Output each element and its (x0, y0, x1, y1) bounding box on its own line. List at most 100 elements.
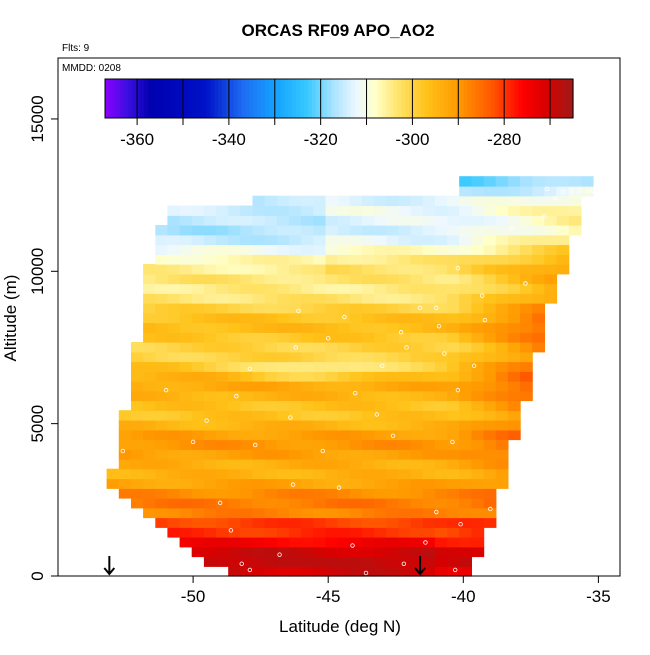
heatmap-cell (447, 293, 460, 304)
heatmap-cell (179, 468, 193, 480)
heatmap-cell (386, 234, 400, 246)
sample-point (277, 552, 282, 557)
heatmap-cell (301, 332, 314, 343)
heatmap-cell (131, 488, 144, 499)
heatmap-cell (471, 303, 485, 314)
heatmap-cell (495, 244, 509, 255)
heatmap-cell (495, 468, 509, 480)
heatmap-cell (495, 293, 509, 304)
heatmap-cell (495, 420, 509, 431)
heatmap-cell (483, 351, 497, 363)
heatmap-cell (252, 468, 266, 480)
heatmap-cell (301, 410, 314, 421)
heatmap-cell (386, 420, 400, 431)
heatmap-cell (131, 361, 144, 372)
colorbar-swatch (467, 79, 473, 118)
heatmap-cell (325, 283, 339, 294)
heatmap-cell (301, 517, 314, 528)
heatmap-cell (447, 507, 460, 519)
heatmap-cell (544, 254, 558, 265)
heatmap-cell (520, 390, 533, 402)
heatmap-cell (398, 527, 412, 538)
heatmap-cell (143, 439, 156, 450)
colorbar-swatch (342, 79, 348, 118)
heatmap-cell (325, 195, 339, 207)
heatmap-cell (264, 517, 278, 528)
heatmap-cell (252, 332, 266, 343)
heatmap-cell (410, 527, 424, 538)
heatmap-cell (131, 342, 144, 353)
heatmap-cell (337, 400, 351, 411)
heatmap-cell (471, 244, 485, 255)
colorbar-swatch (389, 79, 395, 118)
heatmap-cell (362, 351, 375, 363)
heatmap-cell (410, 205, 424, 216)
heatmap-cell (374, 439, 387, 450)
heatmap-cell (422, 332, 436, 343)
heatmap-cell (434, 332, 448, 343)
heatmap-cell (520, 293, 533, 304)
heatmap-cell (131, 429, 144, 441)
heatmap-cell (410, 517, 424, 528)
heatmap-cell (422, 215, 436, 226)
colorbar-swatch (502, 79, 508, 118)
heatmap-cell (167, 225, 181, 236)
heatmap-cell (520, 195, 533, 207)
heatmap-cell (167, 244, 181, 255)
heatmap-cell (252, 537, 266, 548)
heatmap-cell (459, 225, 472, 236)
heatmap-cell (191, 478, 205, 489)
heatmap-cell (349, 254, 363, 265)
heatmap-cell (325, 293, 339, 304)
heatmap-cell (434, 400, 448, 411)
heatmap-cell (398, 234, 412, 246)
heatmap-cell (191, 459, 205, 470)
heatmap-cell (447, 566, 460, 577)
colorbar-swatch (381, 79, 387, 118)
heatmap-cell (252, 361, 266, 372)
heatmap-cell (422, 225, 436, 236)
heatmap-cell (459, 234, 472, 246)
heatmap-cell (337, 371, 351, 382)
heatmap-cell (386, 459, 400, 470)
heatmap-cell (349, 449, 363, 460)
heatmap-cell (289, 390, 302, 402)
heatmap-cell (167, 342, 181, 353)
heatmap-cell (386, 351, 400, 363)
heatmap-cell (167, 488, 181, 499)
heatmap-cell (191, 215, 205, 226)
sample-point (458, 522, 463, 527)
heatmap-cell (203, 225, 217, 236)
heatmap-cell (289, 244, 302, 255)
heatmap-cell (520, 234, 533, 246)
colorbar-tick-label: -340 (212, 130, 246, 149)
heatmap-cell (325, 478, 339, 489)
heatmap-cell (191, 507, 205, 519)
colorbar-swatch (315, 79, 321, 118)
heatmap-cell (337, 303, 351, 314)
heatmap-cell (459, 410, 472, 421)
heatmap-cell (532, 312, 545, 324)
heatmap-cell (289, 449, 302, 460)
heatmap-cell (398, 546, 412, 558)
heatmap-cell (276, 244, 290, 255)
colorbar-swatch (179, 79, 184, 118)
heatmap-cell (374, 498, 387, 509)
heatmap-cell (447, 361, 460, 372)
heatmap-cell (155, 459, 169, 470)
colorbar-swatch (237, 79, 243, 118)
heatmap-cell (374, 293, 387, 304)
heatmap-cell (349, 498, 363, 509)
heatmap-cell (289, 556, 302, 567)
heatmap-cell (410, 215, 424, 226)
heatmap-cell (155, 517, 169, 528)
heatmap-cell (289, 215, 302, 226)
heatmap-cell (118, 449, 132, 460)
y-tick-label: 0 (28, 571, 47, 580)
heatmap-cell (568, 205, 582, 216)
heatmap-cell (313, 400, 327, 411)
heatmap-cell (520, 303, 533, 314)
colorbar-swatch (475, 79, 480, 118)
y-tick-label: 15000 (28, 95, 47, 142)
heatmap-cell (447, 303, 460, 314)
